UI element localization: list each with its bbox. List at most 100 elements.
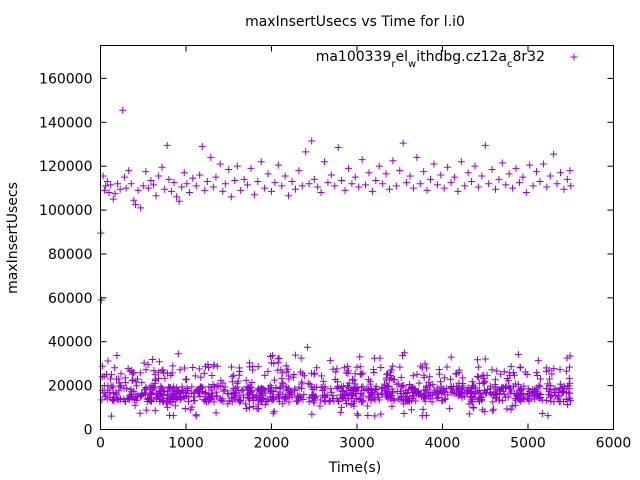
data-point xyxy=(338,176,346,184)
data-point xyxy=(275,354,283,362)
x-tick-labels: 0 1000 2000 3000 4000 5000 6000 xyxy=(96,436,631,452)
data-point xyxy=(113,351,121,359)
data-point xyxy=(388,391,396,399)
data-point xyxy=(562,396,570,404)
data-point xyxy=(254,400,262,408)
data-point xyxy=(242,376,250,384)
data-point xyxy=(147,386,155,394)
data-point xyxy=(212,388,220,396)
data-point xyxy=(158,384,166,392)
data-point xyxy=(370,366,378,374)
data-point xyxy=(207,153,215,161)
data-point xyxy=(392,182,400,190)
data-point xyxy=(227,363,235,371)
data-point xyxy=(353,410,361,418)
data-point xyxy=(504,377,512,385)
data-point xyxy=(538,396,546,404)
data-point xyxy=(162,397,170,405)
data-point xyxy=(344,369,352,377)
data-point xyxy=(348,386,356,394)
data-point xyxy=(165,175,173,183)
data-point xyxy=(144,184,152,192)
data-point xyxy=(502,181,510,189)
data-point xyxy=(292,397,300,405)
data-point xyxy=(244,391,252,399)
data-point xyxy=(314,183,322,191)
data-point xyxy=(288,178,296,186)
data-point xyxy=(269,409,277,417)
data-point xyxy=(147,176,155,184)
data-point xyxy=(478,172,486,180)
data-point xyxy=(400,409,408,417)
data-point xyxy=(245,363,253,371)
data-point xyxy=(457,158,465,166)
data-point xyxy=(138,379,146,387)
data-point xyxy=(396,167,404,175)
data-point xyxy=(533,371,541,379)
data-point xyxy=(368,388,376,396)
data-point xyxy=(134,186,142,194)
data-point xyxy=(565,382,573,390)
data-point xyxy=(417,362,425,370)
data-point xyxy=(507,387,515,395)
data-point xyxy=(339,388,347,396)
data-point xyxy=(444,391,452,399)
data-point xyxy=(389,362,397,370)
y-tick-label: 60000 xyxy=(48,291,93,307)
data-point xyxy=(441,374,449,382)
data-point xyxy=(190,393,198,401)
data-point xyxy=(419,405,427,413)
data-point xyxy=(227,394,235,402)
data-point xyxy=(422,411,430,419)
data-point xyxy=(399,139,407,147)
data-point xyxy=(397,383,405,391)
data-point xyxy=(423,364,431,372)
data-point xyxy=(403,179,411,187)
data-point xyxy=(478,372,486,380)
data-point xyxy=(406,172,414,180)
data-point xyxy=(560,185,568,193)
data-point xyxy=(204,394,212,402)
data-point xyxy=(378,385,386,393)
data-point xyxy=(212,409,220,417)
data-point xyxy=(173,193,181,201)
data-point xyxy=(371,396,379,404)
data-point xyxy=(213,392,221,400)
data-point xyxy=(105,189,113,197)
data-point xyxy=(500,368,508,376)
data-point xyxy=(437,171,445,179)
data-point xyxy=(108,384,116,392)
data-point xyxy=(183,180,191,188)
data-point xyxy=(198,142,206,150)
data-point xyxy=(484,386,492,394)
data-point xyxy=(522,189,530,197)
data-point xyxy=(107,412,115,420)
data-point xyxy=(455,385,463,393)
data-point xyxy=(329,392,337,400)
data-point xyxy=(481,355,489,363)
data-point xyxy=(192,387,200,395)
data-point xyxy=(281,394,289,402)
data-point xyxy=(131,401,139,409)
data-point xyxy=(516,363,524,371)
data-point xyxy=(367,390,375,398)
data-point xyxy=(554,395,562,403)
data-point xyxy=(433,394,441,402)
data-point xyxy=(97,296,105,304)
data-point xyxy=(308,391,316,399)
data-point xyxy=(310,175,318,183)
data-point xyxy=(415,389,423,397)
data-point xyxy=(283,383,291,391)
x-axis-label: Time(s) xyxy=(328,460,381,476)
data-point xyxy=(321,158,329,166)
legend-label-part: ma100339 xyxy=(316,49,392,65)
data-point xyxy=(382,391,390,399)
data-point xyxy=(340,364,348,372)
data-point xyxy=(344,362,352,370)
data-point xyxy=(356,353,364,361)
data-point xyxy=(181,405,189,413)
data-point xyxy=(271,179,279,187)
data-point xyxy=(291,351,299,359)
data-point xyxy=(295,167,303,175)
data-point xyxy=(228,398,236,406)
